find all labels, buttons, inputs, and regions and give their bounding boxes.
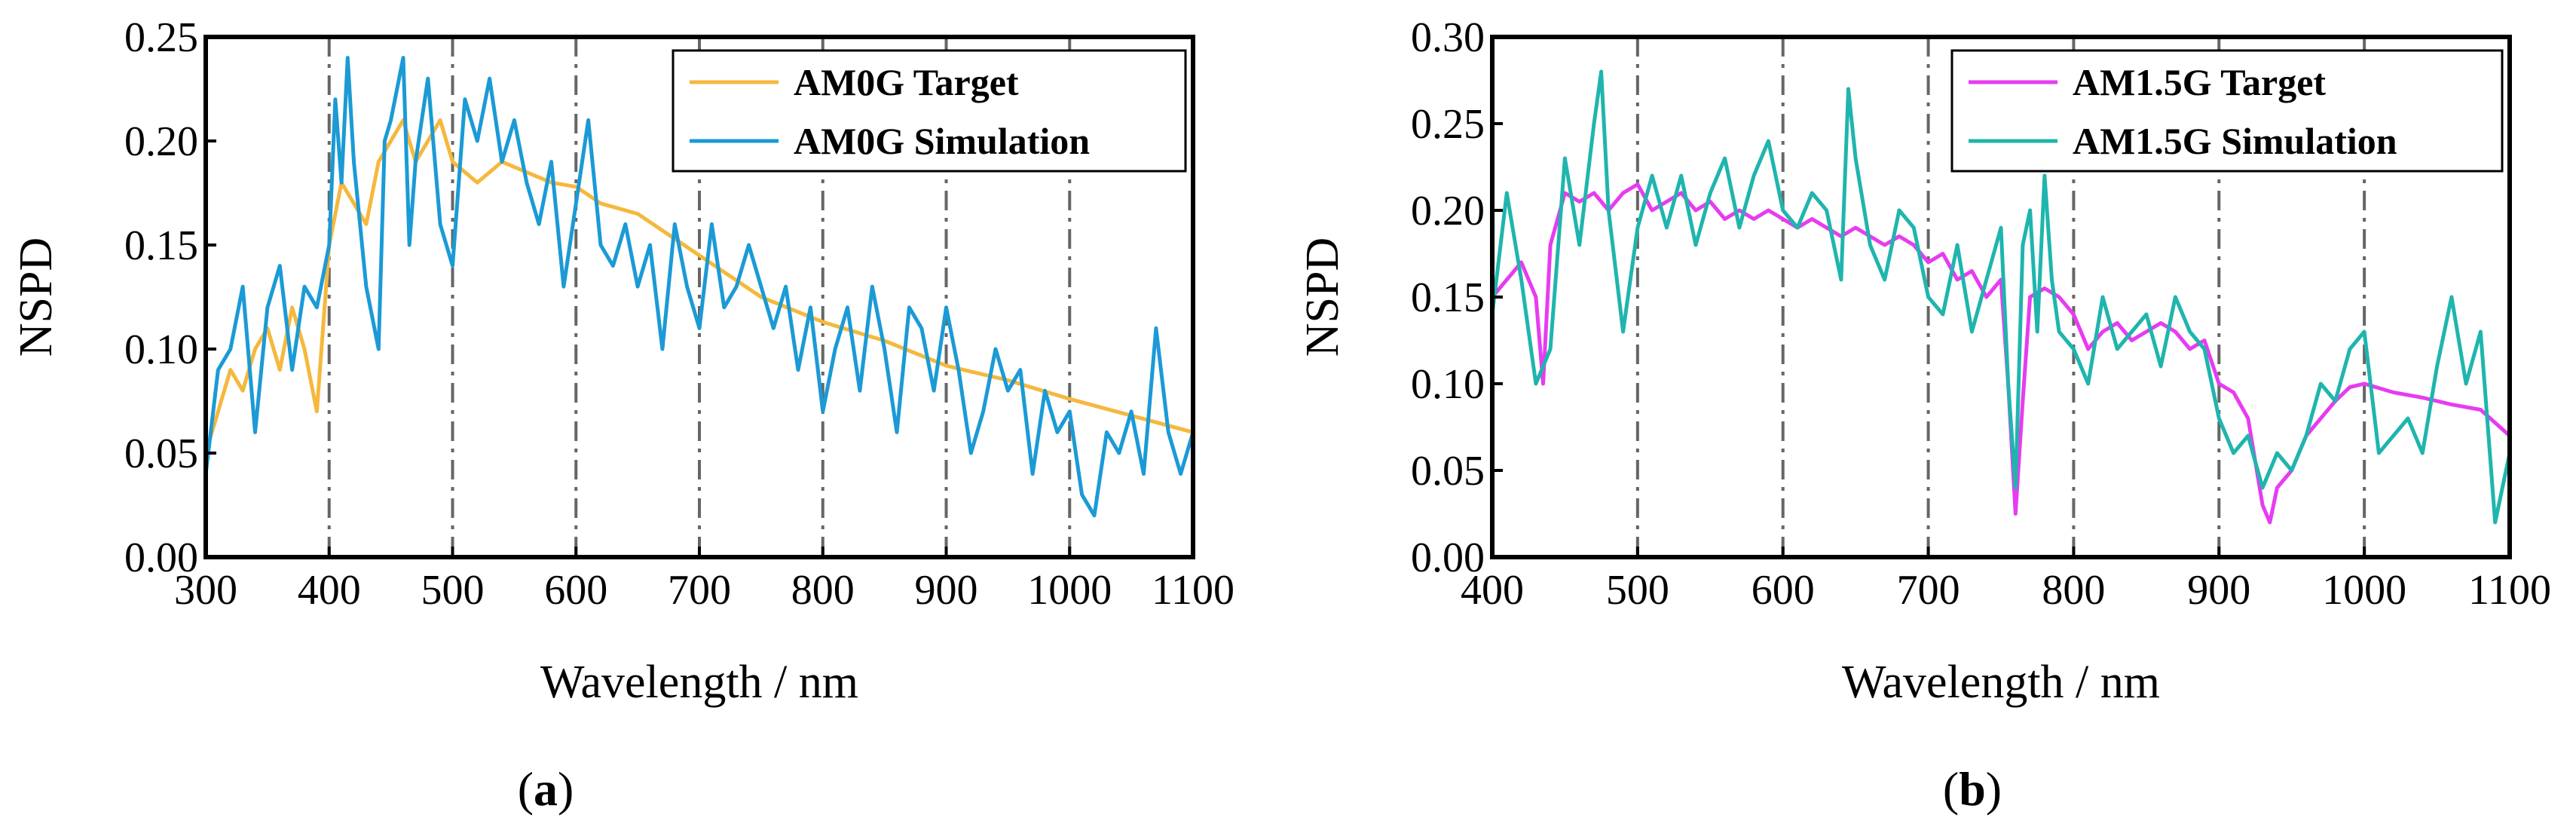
panel-a-series-target-line	[203, 118, 1194, 454]
panel-b-y-ticks: 0.00 0.05 0.10 0.15 0.20 0.25 0.30	[1411, 14, 1503, 581]
panel-a-x-tick-label-1000: 1000	[1027, 567, 1112, 614]
panel-b-x-tick-label-400: 400	[1461, 567, 1524, 614]
panel-b-x-ticks: 400 500 600 700 800 900 1000 1100	[1461, 547, 2551, 614]
panel-a-y-tick-label-5: 0.25	[124, 14, 198, 61]
panel-a-y-ticks: 0.00 0.05 0.10 0.15 0.20 0.25	[124, 14, 216, 581]
panel-b: 400 500 600 700 800 900 1000 1100 0.000.050.100…	[1297, 14, 2551, 816]
panel-a-y-tick-label-4: 0.20	[124, 118, 198, 165]
panel-a-y-tick-label-2: 0.10	[124, 326, 198, 373]
panel-a-x-tick-label-400: 400	[298, 567, 361, 614]
panel-a-x-tick-label-600: 600	[544, 567, 607, 614]
panel-a-legend: AM0G Target AM0G Simulation	[672, 49, 1187, 173]
panel-a-x-tick-label-800: 800	[791, 567, 855, 614]
panel-a-label-letter: a	[534, 762, 558, 816]
panel-a-y-tick-label-1: 0.05	[124, 430, 198, 477]
panel-a-x-tick-label-1100: 1100	[1152, 567, 1234, 614]
panel-a-series-simulation-line	[203, 56, 1195, 518]
panel-b-y-tick-label-0: 0.00	[1411, 534, 1485, 581]
panel-b-legend-box	[1950, 49, 2504, 173]
panel-b-x-tick-label-800: 800	[2042, 567, 2105, 614]
panel-b-x-tick-label-900: 900	[2187, 567, 2250, 614]
panel-b-x-tick-label-600: 600	[1751, 567, 1815, 614]
panel-b-series	[1490, 69, 2512, 525]
panel-b-label-letter: b	[1959, 762, 1986, 816]
panel-b-y-tick-label-3: 0.15	[1411, 274, 1485, 321]
panel-b-y-axis-title: NSPD	[1297, 237, 1348, 357]
panel-b-x-tick-label-700: 700	[1897, 567, 1960, 614]
panel-a-legend-label-simulation: AM0G Simulation	[794, 120, 1090, 162]
panel-b-y-tick-label-6: 0.30	[1411, 14, 1485, 61]
panel-a-legend-box	[672, 49, 1187, 173]
panel-b-y-tick-label-5: 0.25	[1411, 101, 1485, 148]
panel-b-legend-label-simulation: AM1.5G Simulation	[2073, 120, 2397, 162]
panel-b-x-tick-label-1000: 1000	[2322, 567, 2406, 614]
panel-a-label: (a)	[518, 762, 574, 816]
panel-a-legend-label-target: AM0G Target	[794, 61, 1019, 103]
panel-a-y-axis-title: NSPD	[11, 237, 62, 357]
panel-b-legend-label-target: AM1.5G Target	[2073, 61, 2326, 103]
panel-a-x-ticks: 300 400 500 600 700 800 900 1000 1100	[174, 547, 1234, 614]
panel-b-x-axis-title: Wavelength / nm	[1842, 657, 2160, 708]
panel-b-legend: AM1.5G Target AM1.5G Simulation	[1950, 49, 2504, 173]
panel-a-x-tick-label-900: 900	[915, 567, 978, 614]
panel-b-x-tick-label-500: 500	[1606, 567, 1669, 614]
panel-b-y-tick-label-2: 0.10	[1411, 361, 1485, 408]
panel-b-y-tick-label-4: 0.20	[1411, 188, 1485, 234]
panel-b-series-simulation-line	[1490, 69, 2512, 525]
panel-b-y-tick-label-1: 0.05	[1411, 448, 1485, 495]
panel-b-label: (b)	[1943, 762, 2002, 816]
panel-a-y-tick-label-3: 0.15	[124, 222, 198, 269]
panel-b-x-tick-label-1100: 1100	[2468, 567, 2551, 614]
panel-a-series	[203, 56, 1195, 518]
panel-a: 300 400 500 600 700 800 900 1000 1100 0.000.050.…	[11, 14, 1234, 816]
panel-a-x-tick-label-700: 700	[668, 567, 731, 614]
panel-a-x-tick-label-300: 300	[174, 567, 237, 614]
panel-a-y-tick-label-0: 0.00	[124, 534, 198, 581]
panel-a-x-tick-label-500: 500	[421, 567, 485, 614]
panel-a-x-axis-title: Wavelength / nm	[540, 657, 858, 708]
